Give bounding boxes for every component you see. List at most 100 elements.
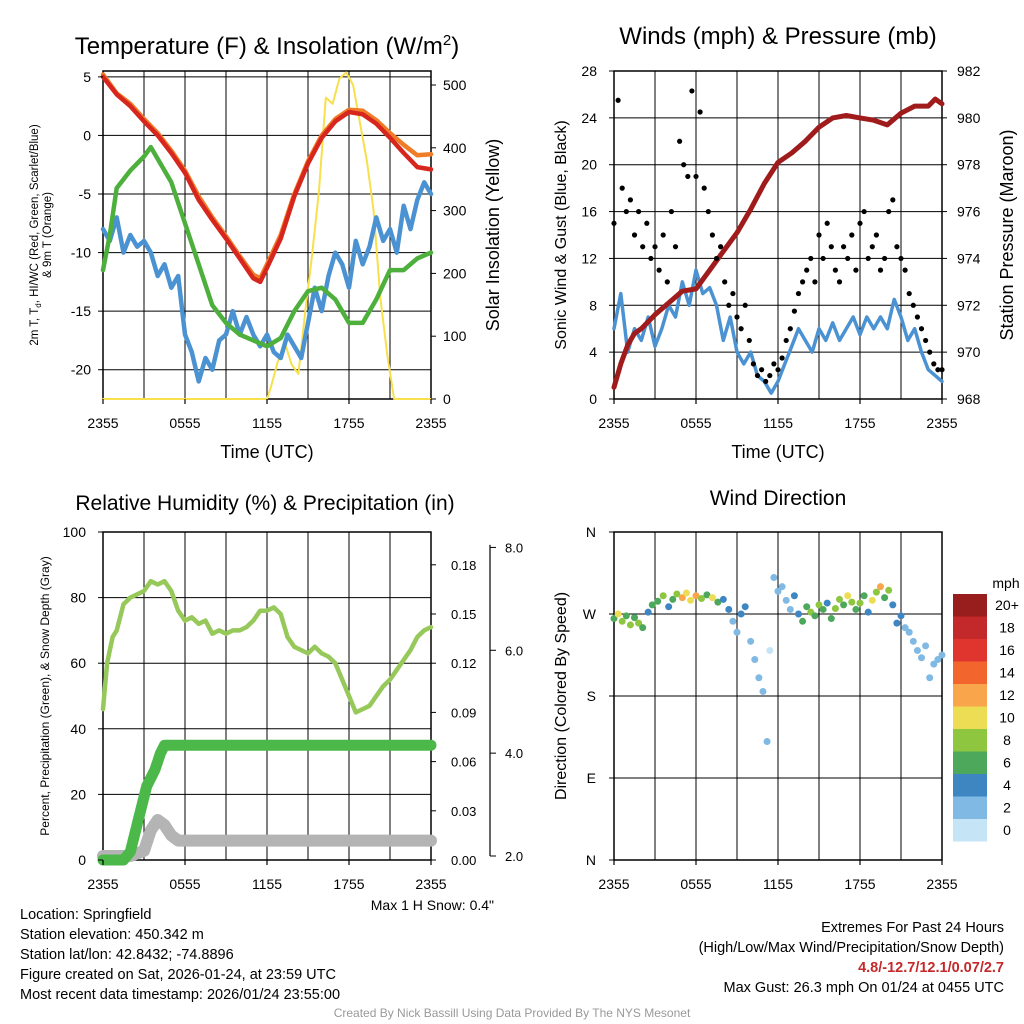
speed-legend-title: mph (992, 575, 1019, 591)
humidity-y2tick-label: 0.00 (451, 853, 476, 868)
wind-direction-point (909, 637, 917, 645)
speed-legend-swatch (953, 684, 987, 707)
winds-gust-point (857, 220, 863, 226)
winds-gust-point (656, 267, 662, 273)
winds-gust-point (902, 267, 908, 273)
winds-xtick-label: 0555 (680, 415, 711, 431)
humidity-xtick-label: 2355 (87, 876, 118, 892)
winds-gust-point (886, 208, 892, 215)
winds-xtick-label: 2355 (926, 415, 957, 431)
temperature-ytick-label: -5 (79, 186, 92, 202)
winds-gust-point (644, 220, 650, 226)
wind-direction-point (763, 738, 771, 746)
wind-direction-point (778, 583, 786, 591)
location-text: Location: Springfield (20, 907, 152, 923)
temperature-series-wc (100, 180, 434, 384)
winds-y2tick-label: 972 (957, 297, 981, 313)
winds-gust-point (681, 162, 687, 168)
winds-gust-point (808, 255, 814, 262)
humidity-xtick-label: 2355 (415, 876, 446, 892)
humidity-ytick-label: 20 (70, 786, 86, 802)
wind-direction-point (610, 615, 618, 623)
winds-gust-point (873, 232, 880, 238)
winds-y2tick-label: 968 (957, 391, 981, 407)
wind-direction-point (815, 601, 823, 609)
winds-gust-point (742, 302, 748, 308)
temperature-xtick-label: 2355 (87, 415, 118, 431)
latlon-text: Station lat/lon: 42.8432; -74.8896 (20, 947, 234, 963)
temperature-title: Temperature (F) & Insolation (W/m2) (75, 32, 459, 60)
wind-direction-point (877, 583, 884, 591)
speed-legend-swatch (953, 774, 987, 797)
wind-direction-point (790, 592, 798, 600)
extremes-info: Extremes For Past 24 Hours (High/Low/Max… (699, 918, 1004, 998)
speed-legend-swatch (953, 616, 987, 639)
winds-gust-point (853, 267, 859, 273)
temperature-xtick-label: 2355 (415, 415, 446, 431)
temperature-y2tick-label: 400 (443, 140, 467, 156)
winds-gust-point (832, 267, 839, 273)
winds-gust-point (882, 255, 888, 262)
temperature-y2tick-label: 200 (443, 265, 467, 281)
winds-gust-point (627, 197, 634, 203)
wind-direction-ytick-label: N (586, 524, 596, 540)
wind-direction-title: Wind Direction (710, 487, 847, 510)
wind-direction-point (864, 608, 872, 616)
wind-direction-point (905, 628, 913, 636)
winds-gust-point (845, 255, 851, 262)
wind-direction-point (639, 624, 647, 632)
wind-direction-point (868, 596, 876, 604)
wind-direction-point (719, 595, 727, 603)
wind-direction-point (938, 651, 946, 659)
winds-gust-point (898, 255, 904, 262)
humidity-grid (103, 531, 431, 861)
wind-direction-ytick-label: W (583, 606, 597, 622)
winds-gust-point (746, 337, 752, 344)
winds-xtick-label: 1155 (763, 415, 793, 431)
speed-legend-label: 16 (999, 642, 1015, 658)
winds-ytick-label: 8 (589, 297, 597, 313)
winds-xtick-label: 1755 (844, 415, 875, 431)
humidity-xtick-label: 1755 (333, 876, 364, 892)
wind-direction-point (881, 594, 889, 602)
winds-gust-point (677, 138, 683, 144)
winds-gust-point (935, 367, 941, 373)
wind-direction-point (614, 610, 622, 618)
winds-gust-point (697, 109, 703, 115)
winds-gust-point (734, 314, 740, 320)
winds-gust-point (890, 197, 896, 203)
credit-text: Created By Nick Bassill Using Data Provi… (333, 1006, 691, 1020)
humidity-panel: Relative Humidity (%) & Precipitation (i… (38, 492, 523, 892)
winds-xlabel: Time (UTC) (731, 442, 824, 462)
winds-y2tick-label: 976 (957, 204, 981, 220)
winds-gust-point (664, 279, 670, 285)
winds-gust-point (787, 326, 793, 332)
winds-gust-point (869, 244, 875, 250)
speed-legend-label: 14 (999, 665, 1015, 681)
winds-xtick-label: 2355 (598, 415, 629, 431)
wind-direction-point (747, 637, 755, 645)
winds-gust-point (820, 255, 826, 262)
wind-direction-point (644, 608, 652, 616)
speed-legend-label: 20+ (995, 597, 1019, 613)
wind-direction-point (631, 614, 638, 622)
winds-gust-point (861, 208, 867, 215)
temperature-panel: Temperature (F) & Insolation (W/m2) 2355… (29, 32, 503, 462)
wind-direction-point (934, 656, 942, 664)
temperature-xtick-label: 0555 (169, 415, 200, 431)
wind-direction-point (901, 624, 909, 632)
winds-gust-point (709, 232, 716, 238)
winds-gust-point (767, 372, 773, 379)
speed-legend-swatch (953, 729, 987, 752)
wind-direction-point (856, 599, 864, 607)
winds-gust-point (713, 255, 720, 262)
winds-ytick-label: 0 (589, 391, 597, 407)
wind-direction-point (811, 612, 819, 620)
temperature-ytick-label: 0 (83, 127, 91, 143)
wind-direction-point (918, 654, 925, 662)
wind-direction-point (889, 601, 897, 609)
wind-direction-point (922, 642, 930, 650)
humidity-series-rh (100, 578, 434, 715)
created-text: Figure created on Sat, 2026-01-24, at 23… (20, 967, 336, 983)
